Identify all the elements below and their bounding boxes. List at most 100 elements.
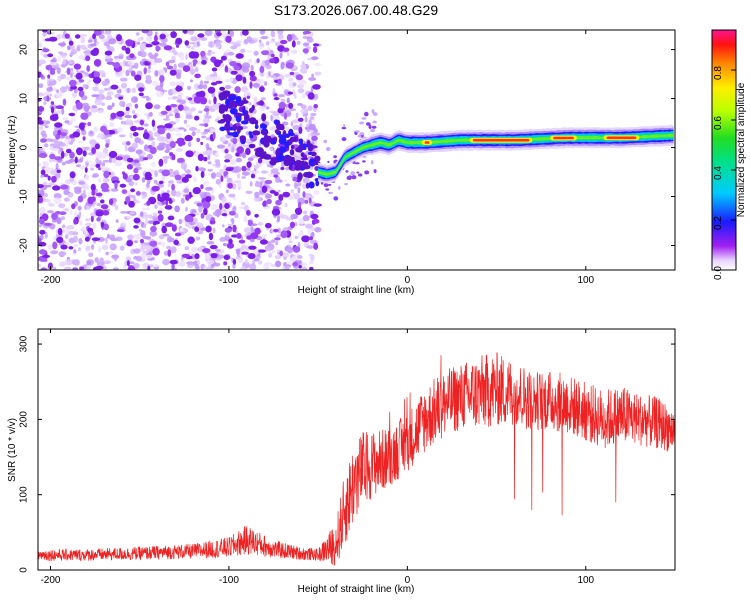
transition-blob	[229, 107, 238, 115]
noise-speck	[65, 85, 69, 89]
noise-speck	[185, 207, 188, 212]
noise-speck	[103, 41, 111, 47]
noise-blob	[164, 123, 173, 129]
noise-blob	[269, 58, 276, 64]
track-peak-red	[606, 136, 637, 140]
noise-speck	[210, 129, 216, 132]
noise-speck	[178, 99, 187, 105]
noise-speck	[207, 40, 215, 48]
noise-blob	[71, 203, 76, 210]
noise-speck	[278, 33, 284, 40]
noise-blob	[152, 248, 160, 256]
noise-blob	[104, 50, 113, 56]
noise-blob	[194, 73, 201, 79]
noise-blob	[47, 74, 51, 79]
noise-speck	[138, 154, 142, 158]
noise-speck	[208, 263, 212, 267]
noise-speck	[58, 51, 63, 54]
noise-blob	[91, 237, 101, 241]
noise-speck	[270, 239, 276, 243]
noise-speck	[44, 161, 49, 168]
noise-speck	[191, 131, 196, 137]
noise-speck	[125, 110, 131, 113]
transition-blob	[228, 95, 237, 101]
noise-speck	[167, 59, 176, 64]
noise-blob	[133, 114, 137, 119]
noise-speck	[93, 126, 99, 132]
noise-speck	[194, 66, 199, 73]
noise-speck	[178, 218, 183, 225]
noise-speck	[50, 250, 59, 255]
transition-speck	[333, 155, 337, 159]
noise-blob	[301, 235, 310, 243]
noise-blob	[149, 240, 158, 247]
noise-speck	[118, 55, 124, 60]
noise-speck	[207, 161, 212, 165]
noise-speck	[65, 141, 69, 149]
noise-speck	[133, 255, 139, 260]
noise-speck	[133, 248, 141, 254]
noise-speck	[249, 181, 253, 187]
snr-frame	[37, 328, 676, 571]
noise-blob	[136, 127, 145, 131]
noise-speck	[173, 51, 178, 56]
noise-blob	[93, 30, 102, 36]
noise-speck	[167, 96, 172, 101]
noise-speck	[262, 234, 267, 238]
noise-speck	[199, 80, 204, 86]
transition-blob	[260, 123, 268, 129]
noise-blob	[313, 104, 319, 109]
noise-speck	[53, 193, 62, 200]
noise-speck	[270, 74, 276, 78]
noise-blob	[134, 103, 139, 109]
transition-speck	[359, 132, 365, 136]
noise-speck	[82, 84, 88, 89]
noise-blob	[52, 185, 61, 191]
noise-speck	[198, 206, 203, 213]
noise-blob	[78, 79, 85, 83]
noise-blob	[246, 209, 251, 216]
noise-speck	[285, 167, 290, 171]
noise-speck	[240, 266, 247, 270]
noise-speck	[89, 131, 93, 135]
noise-speck	[164, 149, 170, 154]
noise-speck	[140, 253, 147, 258]
noise-speck	[184, 246, 190, 251]
transition-blob	[254, 150, 263, 157]
noise-blob	[247, 220, 253, 227]
noise-blob	[200, 184, 204, 190]
transition-speck	[351, 175, 357, 180]
noise-blob	[246, 235, 252, 240]
noise-blob	[246, 161, 252, 169]
noise-blob	[43, 174, 49, 178]
noise-blob	[216, 32, 222, 37]
noise-blob	[264, 222, 272, 229]
transition-speck	[325, 188, 330, 191]
noise-speck	[221, 30, 227, 37]
noise-speck	[73, 249, 77, 254]
snr-y-tick-label: 0	[19, 567, 30, 573]
noise-blob	[78, 122, 85, 130]
transition-blob	[251, 104, 255, 111]
noise-speck	[144, 207, 151, 211]
noise-blob	[151, 41, 160, 46]
noise-speck	[209, 73, 215, 78]
noise-speck	[205, 267, 210, 270]
noise-speck	[119, 100, 126, 107]
noise-blob	[266, 198, 272, 205]
noise-blob	[189, 216, 194, 223]
noise-speck	[156, 144, 165, 151]
noise-speck	[134, 62, 139, 69]
noise-blob	[142, 132, 150, 140]
noise-blob	[157, 193, 161, 202]
transition-blob	[279, 125, 285, 131]
noise-speck	[97, 109, 105, 114]
noise-blob	[144, 62, 151, 66]
noise-speck	[61, 117, 69, 121]
colorbar-ticks: 0.0 0.2 0.4 0.6 0.8	[713, 66, 736, 280]
noise-blob	[187, 97, 193, 101]
snr-y-tick-label: 200	[19, 411, 30, 428]
noise-speck	[52, 147, 60, 152]
noise-blob	[54, 156, 63, 161]
noise-speck	[91, 244, 95, 250]
